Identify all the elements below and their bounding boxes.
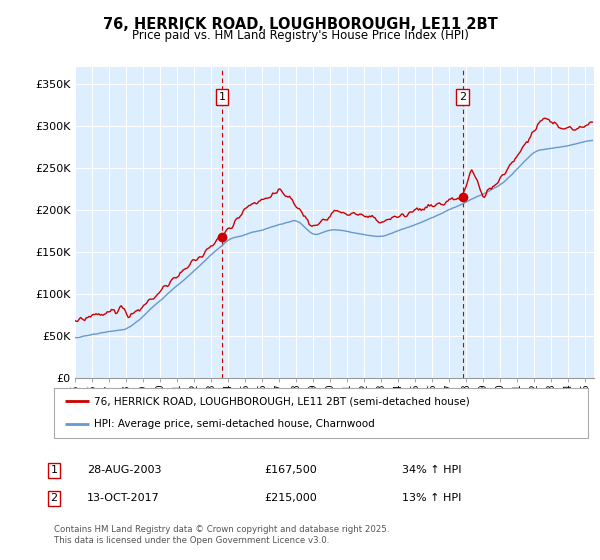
- Text: 13-OCT-2017: 13-OCT-2017: [87, 493, 160, 503]
- Text: 76, HERRICK ROAD, LOUGHBOROUGH, LE11 2BT (semi-detached house): 76, HERRICK ROAD, LOUGHBOROUGH, LE11 2BT…: [94, 396, 470, 406]
- Text: 13% ↑ HPI: 13% ↑ HPI: [402, 493, 461, 503]
- Text: HPI: Average price, semi-detached house, Charnwood: HPI: Average price, semi-detached house,…: [94, 419, 375, 430]
- Text: 76, HERRICK ROAD, LOUGHBOROUGH, LE11 2BT: 76, HERRICK ROAD, LOUGHBOROUGH, LE11 2BT: [103, 17, 497, 32]
- Text: 1: 1: [50, 465, 58, 475]
- Text: 28-AUG-2003: 28-AUG-2003: [87, 465, 161, 475]
- Text: 1: 1: [218, 92, 226, 102]
- Text: Price paid vs. HM Land Registry's House Price Index (HPI): Price paid vs. HM Land Registry's House …: [131, 29, 469, 42]
- Text: Contains HM Land Registry data © Crown copyright and database right 2025.
This d: Contains HM Land Registry data © Crown c…: [54, 525, 389, 545]
- Text: £215,000: £215,000: [264, 493, 317, 503]
- Text: £167,500: £167,500: [264, 465, 317, 475]
- Text: 2: 2: [50, 493, 58, 503]
- Text: 2: 2: [459, 92, 466, 102]
- Text: 34% ↑ HPI: 34% ↑ HPI: [402, 465, 461, 475]
